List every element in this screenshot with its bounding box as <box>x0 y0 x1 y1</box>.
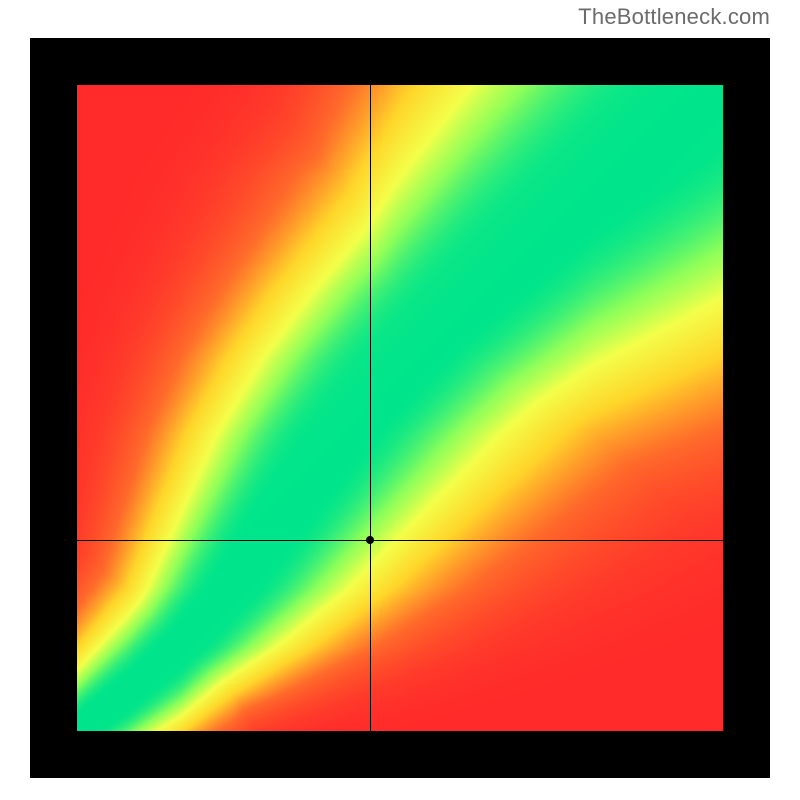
attribution-text: TheBottleneck.com <box>578 4 770 30</box>
heatmap-canvas <box>77 85 723 731</box>
plot-area <box>77 85 723 731</box>
chart-frame <box>30 38 770 778</box>
